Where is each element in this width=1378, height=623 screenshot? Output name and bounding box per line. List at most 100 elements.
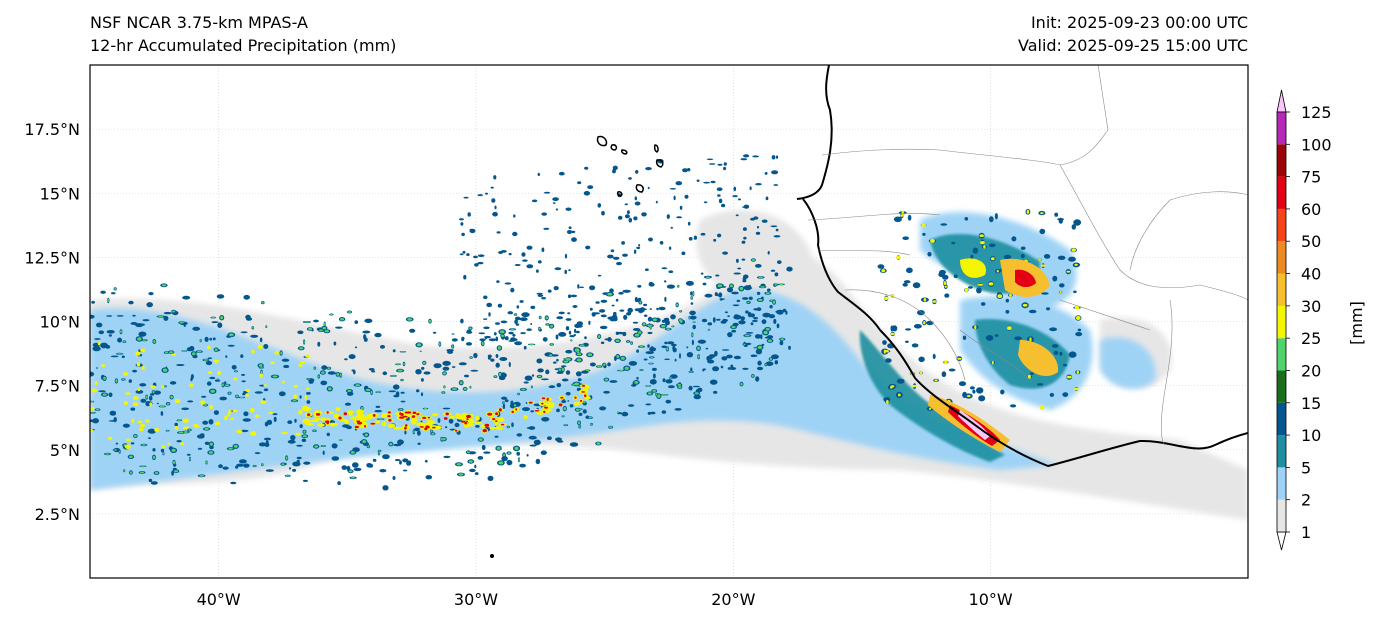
rain-cell: [137, 323, 145, 327]
rain-cell: [1054, 212, 1059, 217]
rain-cell: [445, 412, 450, 416]
rain-cell: [661, 345, 667, 349]
rain-cell: [546, 436, 552, 441]
rain-cell: [621, 241, 625, 245]
rain-cell: [977, 283, 983, 286]
rain-cell: [154, 427, 160, 432]
rain-cell: [785, 310, 788, 315]
rain-cell: [1003, 254, 1012, 260]
rain-cell: [141, 444, 146, 446]
rain-cell: [150, 481, 158, 485]
rain-cell: [295, 432, 301, 436]
rain-cell: [153, 390, 161, 395]
rain-cell: [135, 390, 144, 394]
rain-cell: [142, 339, 147, 341]
rain-cell: [400, 351, 405, 353]
rain-cell: [944, 360, 948, 365]
lat-tick-label: 2.5°N: [35, 505, 80, 524]
rain-cell: [675, 181, 683, 186]
rain-cell: [399, 412, 402, 416]
rain-cell: [574, 382, 579, 386]
rain-cell: [927, 251, 932, 257]
rain-cell: [763, 330, 768, 335]
rain-cell: [543, 227, 550, 230]
rain-cell: [962, 335, 967, 340]
rain-cell: [111, 292, 116, 295]
rain-cell: [600, 341, 605, 345]
rain-cell: [890, 325, 894, 332]
rain-cell: [583, 191, 591, 196]
rain-cell: [765, 327, 770, 331]
rain-cell: [225, 355, 228, 358]
rain-cell: [423, 408, 428, 409]
rain-cell: [282, 380, 285, 384]
rain-cell: [400, 413, 404, 416]
rain-cell: [607, 254, 614, 259]
rain-cell: [456, 463, 462, 466]
rain-cell: [741, 258, 746, 261]
rain-cell: [558, 332, 567, 337]
rain-cell: [612, 256, 620, 260]
rain-cell: [599, 325, 608, 330]
rain-cell: [128, 379, 132, 383]
rain-cell: [216, 294, 225, 299]
rain-cell: [192, 354, 198, 359]
rain-cell: [647, 324, 653, 327]
rain-cell: [330, 313, 333, 316]
rain-cell: [261, 301, 264, 304]
rain-cell: [468, 460, 473, 463]
rain-cell: [912, 384, 917, 388]
rain-cell: [647, 331, 653, 335]
rain-cell: [561, 367, 565, 372]
rain-cell: [499, 357, 508, 361]
rain-cell: [745, 310, 749, 314]
rain-cell: [562, 415, 564, 417]
colorbar-level-label: 40: [1301, 265, 1321, 284]
rain-cell: [482, 429, 487, 433]
rain-cell: [124, 444, 131, 450]
rain-cell: [739, 286, 744, 291]
rain-cell: [545, 369, 550, 375]
rain-cell: [693, 394, 701, 400]
rain-cell: [782, 308, 787, 313]
rain-cell: [153, 340, 156, 343]
rain-cell: [681, 251, 686, 256]
rain-cell: [232, 409, 238, 413]
rain-cell: [633, 216, 638, 221]
rain-cell: [260, 370, 263, 374]
rain-cell: [740, 158, 748, 161]
rain-cell: [901, 210, 905, 215]
rain-cell: [1059, 283, 1065, 288]
rain-cell: [881, 269, 886, 273]
rain-cell: [147, 428, 156, 434]
rain-cell: [129, 455, 133, 459]
rain-cell: [420, 378, 424, 382]
rain-cell: [139, 427, 144, 431]
rain-cell: [484, 423, 490, 427]
rain-cell: [557, 440, 564, 443]
rain-cell: [691, 339, 695, 346]
rain-cell: [313, 430, 316, 432]
rain-cell: [250, 408, 255, 413]
rain-cell: [565, 370, 571, 375]
rain-cell: [556, 316, 564, 320]
rain-cell: [655, 200, 658, 204]
rain-cell: [240, 331, 248, 334]
rain-cell: [121, 355, 125, 359]
rain-cell: [119, 450, 121, 453]
rain-cell: [1029, 372, 1034, 375]
rain-cell: [585, 245, 591, 250]
rain-cell: [252, 326, 254, 329]
rain-cell: [561, 400, 567, 404]
rain-cell: [415, 369, 422, 375]
rain-cell: [404, 426, 407, 430]
rain-cell: [495, 322, 500, 325]
colorbar-level-label: 75: [1301, 168, 1321, 187]
rain-cell: [348, 311, 351, 313]
rain-cell: [514, 313, 517, 316]
colorbar-segment: [1277, 338, 1286, 371]
rain-cell: [506, 459, 513, 466]
rain-cell: [756, 291, 761, 295]
colorbar-segment: [1277, 241, 1286, 274]
rain-cell: [751, 374, 755, 377]
